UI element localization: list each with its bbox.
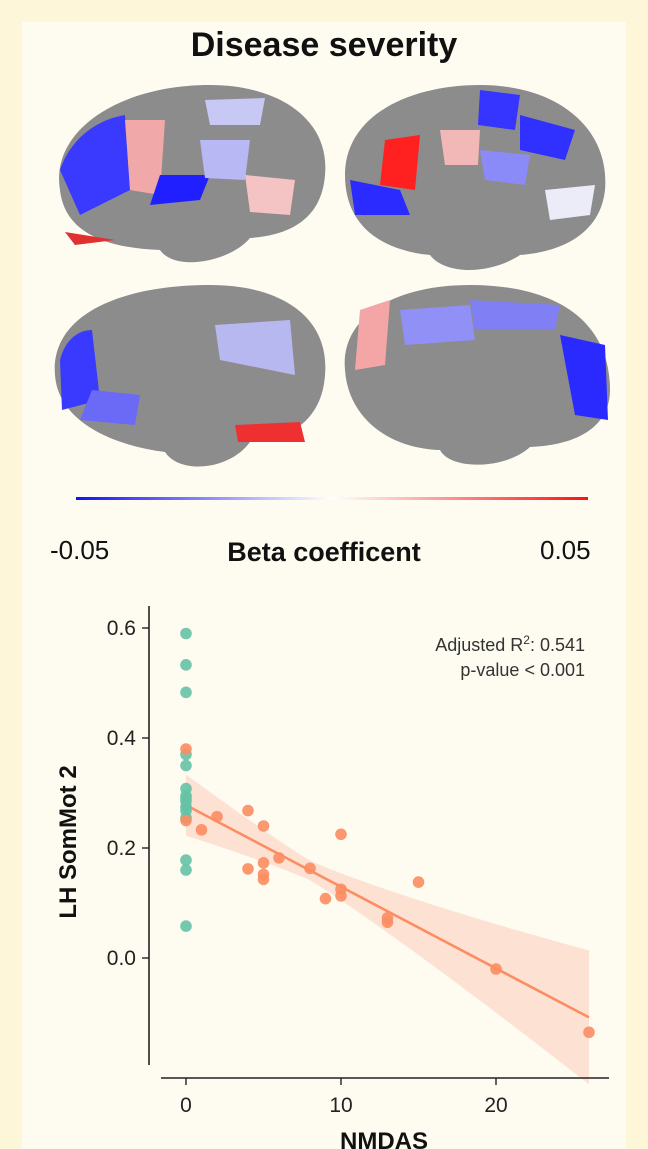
data-point-series-1 — [381, 916, 394, 929]
brain-left-medial — [54, 285, 326, 467]
data-point-series-1 — [335, 890, 347, 902]
data-point-series-1 — [195, 824, 208, 836]
data-point-series-1 — [180, 814, 192, 827]
annotation-r2: Adjusted R2: 0.541 — [435, 633, 585, 655]
annotation-pvalue: p-value < 0.001 — [460, 660, 585, 680]
data-point-series-1 — [257, 873, 270, 886]
brain-right-lateral — [345, 85, 606, 270]
brain-maps — [54, 85, 610, 500]
data-point-series-1 — [257, 857, 270, 869]
x-tick-label: 0 — [180, 1094, 192, 1117]
colorbar-title: Beta coefficent — [227, 537, 421, 567]
data-point-series-1 — [304, 862, 316, 875]
confidence-band — [186, 774, 589, 1085]
y-tick-label: 0.2 — [107, 837, 136, 860]
y-axis-label: LH SomMot 2 — [55, 765, 82, 918]
data-point-series-0 — [180, 792, 192, 805]
data-point-series-1 — [242, 804, 254, 817]
brain-right-medial — [344, 285, 610, 465]
data-point-series-0 — [180, 759, 192, 772]
data-point-series-0 — [180, 854, 192, 866]
regression-line — [185, 803, 590, 1019]
brain-left-lateral — [59, 85, 326, 263]
data-point-series-0 — [180, 920, 192, 932]
data-point-series-0 — [180, 627, 192, 640]
data-point-series-1 — [211, 810, 223, 823]
data-point-series-1 — [490, 963, 502, 975]
x-tick-label: 10 — [329, 1094, 352, 1117]
colorbar-min-label: -0.05 — [50, 535, 110, 565]
data-point-series-1 — [583, 1026, 595, 1039]
y-tick-label: 0.6 — [107, 617, 136, 640]
colorbar-max-label: 0.05 — [540, 535, 591, 565]
data-point-series-0 — [180, 659, 192, 671]
data-point-series-1 — [242, 863, 254, 875]
data-point-series-1 — [335, 828, 347, 841]
x-axis-label: NMDAS — [340, 1128, 428, 1149]
x-tick-label: 20 — [484, 1094, 507, 1117]
data-point-series-1 — [273, 852, 285, 864]
data-point-series-0 — [180, 864, 192, 876]
data-point-series-0 — [180, 686, 192, 699]
y-tick-label: 0.4 — [107, 727, 137, 750]
figure-title: Disease severity — [190, 26, 458, 64]
colorbar — [76, 497, 588, 500]
data-point-series-1 — [412, 876, 425, 888]
data-point-series-1 — [319, 892, 332, 905]
data-point-series-1 — [257, 820, 270, 832]
y-tick-label: 0.0 — [107, 947, 136, 970]
data-point-series-1 — [180, 743, 192, 755]
